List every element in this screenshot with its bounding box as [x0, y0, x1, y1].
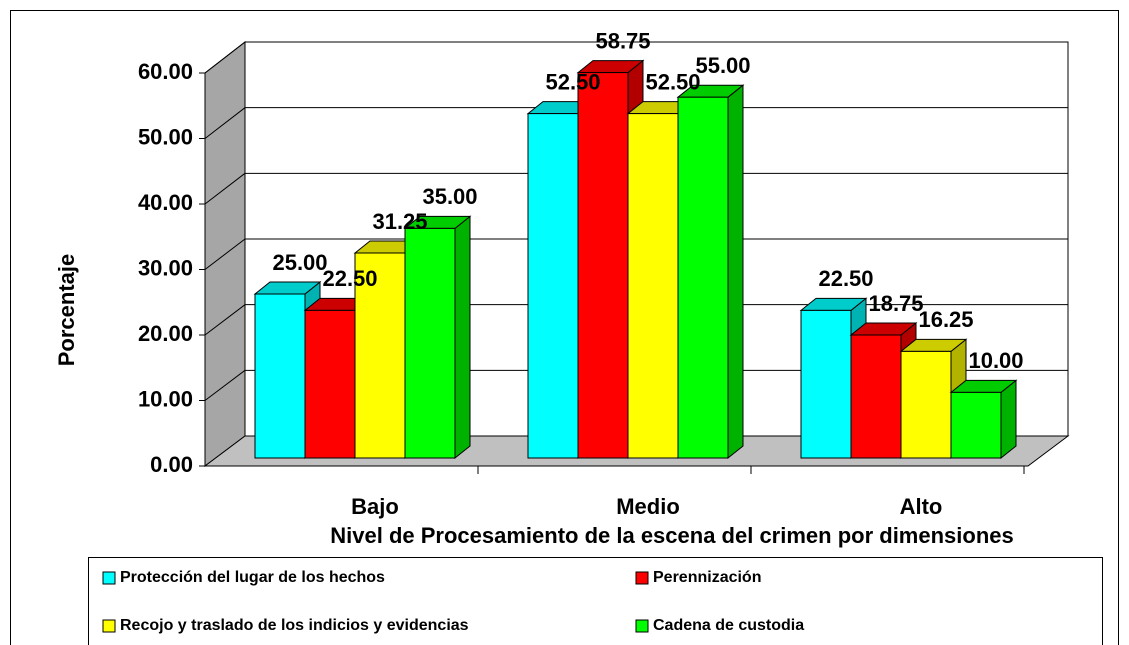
x-tick-label: Medio	[616, 494, 680, 519]
legend-label: Cadena de custodia	[653, 617, 804, 634]
bar	[627, 113, 679, 459]
bar-side	[1000, 379, 1017, 460]
y-tick-label: 40.00	[138, 190, 193, 215]
grid-line	[204, 238, 246, 270]
y-tick-label: 0.00	[150, 452, 193, 477]
value-label: 18.75	[868, 291, 923, 316]
y-tick-label: 50.00	[138, 124, 193, 149]
bar	[950, 391, 1002, 459]
legend-swatch	[102, 619, 116, 633]
value-label: 31.25	[372, 209, 427, 234]
value-label: 58.75	[595, 28, 650, 53]
value-label: 25.00	[272, 250, 327, 275]
bar	[800, 309, 852, 459]
y-tick-label: 20.00	[138, 321, 193, 346]
x-tick-label: Alto	[900, 494, 943, 519]
legend-swatch	[102, 571, 116, 585]
bar	[304, 309, 356, 459]
y-tick-label: 60.00	[138, 59, 193, 84]
y-tick-label: 30.00	[138, 255, 193, 280]
value-label: 22.50	[818, 266, 873, 291]
legend-swatch	[635, 571, 649, 585]
legend-label: Protección del lugar de los hechos	[120, 569, 385, 586]
value-label: 16.25	[918, 307, 973, 332]
y-tick-label: 10.00	[138, 386, 193, 411]
grid-line	[204, 41, 246, 74]
legend-label: Perennización	[653, 569, 761, 586]
value-label: 55.00	[695, 53, 750, 78]
value-label: 10.00	[968, 348, 1023, 373]
bar-side	[727, 84, 744, 460]
x-tick-label: Bajo	[351, 494, 399, 519]
value-label: 52.50	[545, 69, 600, 94]
value-label: 22.50	[322, 266, 377, 291]
legend-swatch	[635, 619, 649, 633]
value-label: 35.00	[422, 184, 477, 209]
bar	[527, 113, 579, 459]
bar	[404, 227, 456, 459]
legend-label: Recojo y traslado de los indicios y evid…	[120, 617, 469, 634]
x-axis-label: Nivel de Procesamiento de la escena del …	[330, 523, 1013, 548]
value-label: 52.50	[645, 69, 700, 94]
bar	[254, 293, 306, 459]
grid-line	[204, 369, 246, 401]
bar	[850, 334, 902, 459]
bar	[354, 252, 406, 459]
bar-side	[454, 215, 471, 460]
grid-line	[204, 172, 246, 205]
y-axis-label: Porcentaje	[54, 254, 79, 367]
bar	[677, 96, 729, 459]
bar	[577, 72, 629, 459]
legend	[88, 557, 1103, 645]
grid-line	[204, 304, 246, 336]
bar	[900, 350, 952, 459]
grid-line	[204, 107, 246, 139]
